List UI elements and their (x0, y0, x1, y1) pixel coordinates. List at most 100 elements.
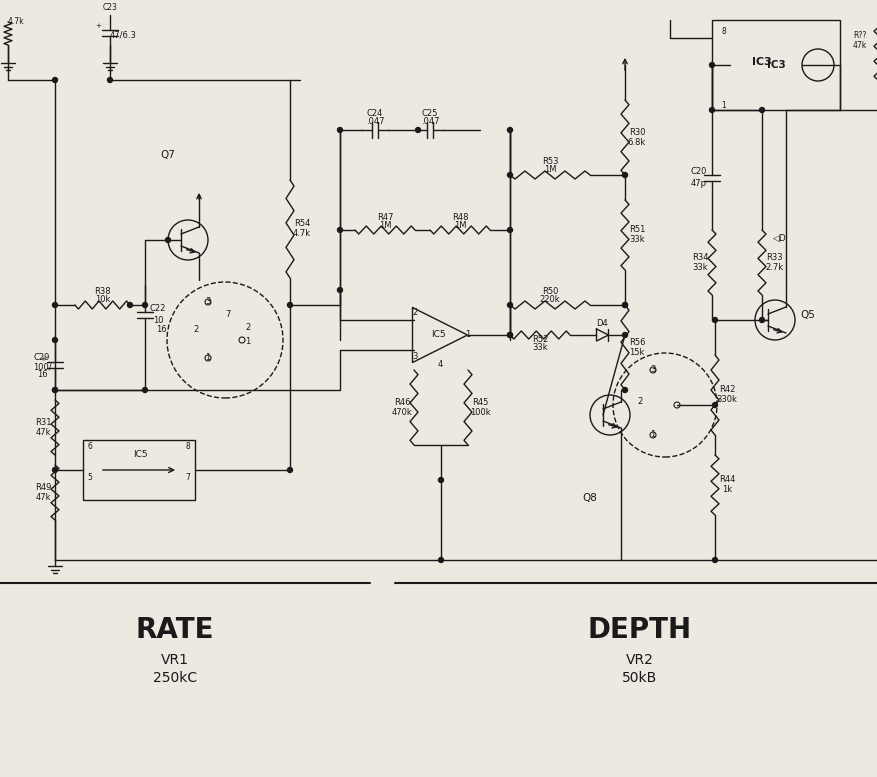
Text: 1k: 1k (721, 486, 731, 494)
Text: R54: R54 (294, 219, 310, 228)
Text: 1: 1 (650, 430, 655, 440)
Circle shape (507, 127, 512, 133)
Circle shape (53, 302, 57, 308)
Circle shape (415, 127, 420, 133)
Bar (83, 440, 195, 500)
Text: 1: 1 (205, 354, 210, 363)
Text: 33k: 33k (629, 235, 644, 245)
Circle shape (438, 478, 443, 483)
Text: R48: R48 (452, 212, 467, 221)
Text: 10k: 10k (95, 295, 110, 305)
Text: 6.8k: 6.8k (627, 138, 645, 147)
Text: 1M: 1M (543, 166, 556, 175)
Circle shape (712, 558, 717, 563)
Text: C22: C22 (150, 305, 166, 313)
Text: 5: 5 (88, 473, 92, 483)
Text: 1M: 1M (378, 221, 391, 229)
Text: C23: C23 (103, 4, 118, 12)
Circle shape (53, 78, 57, 82)
Text: VR1: VR1 (160, 653, 189, 667)
Circle shape (127, 302, 132, 308)
Circle shape (507, 228, 512, 232)
Text: .047: .047 (420, 117, 438, 127)
Text: Q5: Q5 (800, 310, 815, 320)
Text: D4: D4 (596, 319, 608, 329)
Text: R51: R51 (628, 225, 645, 235)
Text: 2.7k: 2.7k (764, 263, 782, 272)
Text: R52: R52 (531, 336, 547, 344)
Circle shape (622, 388, 627, 392)
Text: R56: R56 (628, 338, 645, 347)
Text: Q8: Q8 (582, 493, 596, 503)
Circle shape (622, 333, 627, 337)
Text: 47k: 47k (852, 40, 866, 50)
Text: IC3: IC3 (766, 60, 785, 70)
Circle shape (53, 388, 57, 392)
Circle shape (507, 302, 512, 308)
Circle shape (107, 78, 112, 82)
Circle shape (712, 318, 717, 322)
Text: R50: R50 (541, 287, 558, 297)
Text: 8: 8 (721, 27, 725, 37)
Text: R44: R44 (718, 476, 734, 485)
Text: R38: R38 (94, 287, 111, 297)
Circle shape (622, 172, 627, 177)
Text: 2: 2 (412, 308, 417, 318)
Circle shape (622, 302, 627, 308)
Text: 4.7k: 4.7k (8, 18, 25, 26)
Text: IC5: IC5 (132, 451, 147, 459)
Circle shape (438, 558, 443, 563)
Circle shape (142, 302, 147, 308)
Text: 330k: 330k (716, 395, 737, 405)
Circle shape (337, 228, 342, 232)
Text: 7: 7 (185, 473, 190, 483)
Circle shape (142, 388, 147, 392)
Text: 47k: 47k (35, 493, 51, 502)
Circle shape (287, 302, 292, 308)
Circle shape (759, 107, 764, 113)
Text: 6: 6 (88, 442, 92, 451)
Text: 33k: 33k (691, 263, 707, 272)
Text: 2: 2 (637, 398, 642, 406)
Text: 220k: 220k (539, 295, 560, 305)
Circle shape (53, 468, 57, 472)
Text: 2: 2 (193, 326, 198, 335)
Text: 2: 2 (245, 323, 250, 333)
Circle shape (622, 302, 627, 308)
Text: R??: R?? (852, 30, 866, 40)
Text: 33k: 33k (531, 343, 547, 353)
Text: ◁D: ◁D (773, 234, 786, 242)
Text: DEPTH: DEPTH (588, 616, 691, 644)
Circle shape (165, 238, 170, 242)
Circle shape (712, 402, 717, 407)
Text: 100/: 100/ (32, 363, 51, 371)
Text: 470k: 470k (391, 408, 412, 417)
Text: R45: R45 (471, 398, 488, 407)
Text: 4: 4 (437, 361, 442, 370)
Circle shape (709, 107, 714, 113)
Text: VR2: VR2 (625, 653, 653, 667)
Text: IC3: IC3 (752, 57, 771, 67)
Text: 3: 3 (205, 298, 210, 306)
Circle shape (709, 62, 714, 68)
Text: R49: R49 (35, 483, 51, 492)
Text: 1M: 1M (453, 221, 466, 229)
Text: 4.7k: 4.7k (293, 229, 310, 239)
Text: IC5: IC5 (431, 330, 445, 340)
Text: 1: 1 (245, 337, 250, 347)
Text: C25: C25 (421, 110, 438, 119)
Text: +: + (40, 356, 46, 362)
Circle shape (759, 318, 764, 322)
Circle shape (507, 333, 512, 337)
Text: 1: 1 (721, 100, 725, 110)
Circle shape (287, 468, 292, 472)
Text: 7: 7 (225, 311, 231, 319)
Text: 47/6.3: 47/6.3 (110, 30, 136, 39)
Text: .047: .047 (366, 117, 384, 127)
Text: R46: R46 (393, 398, 410, 407)
Text: +: + (95, 23, 101, 30)
Text: R34: R34 (691, 253, 708, 262)
Text: C20: C20 (690, 167, 706, 176)
Text: 8: 8 (185, 442, 190, 451)
Text: 47k: 47k (35, 428, 51, 437)
